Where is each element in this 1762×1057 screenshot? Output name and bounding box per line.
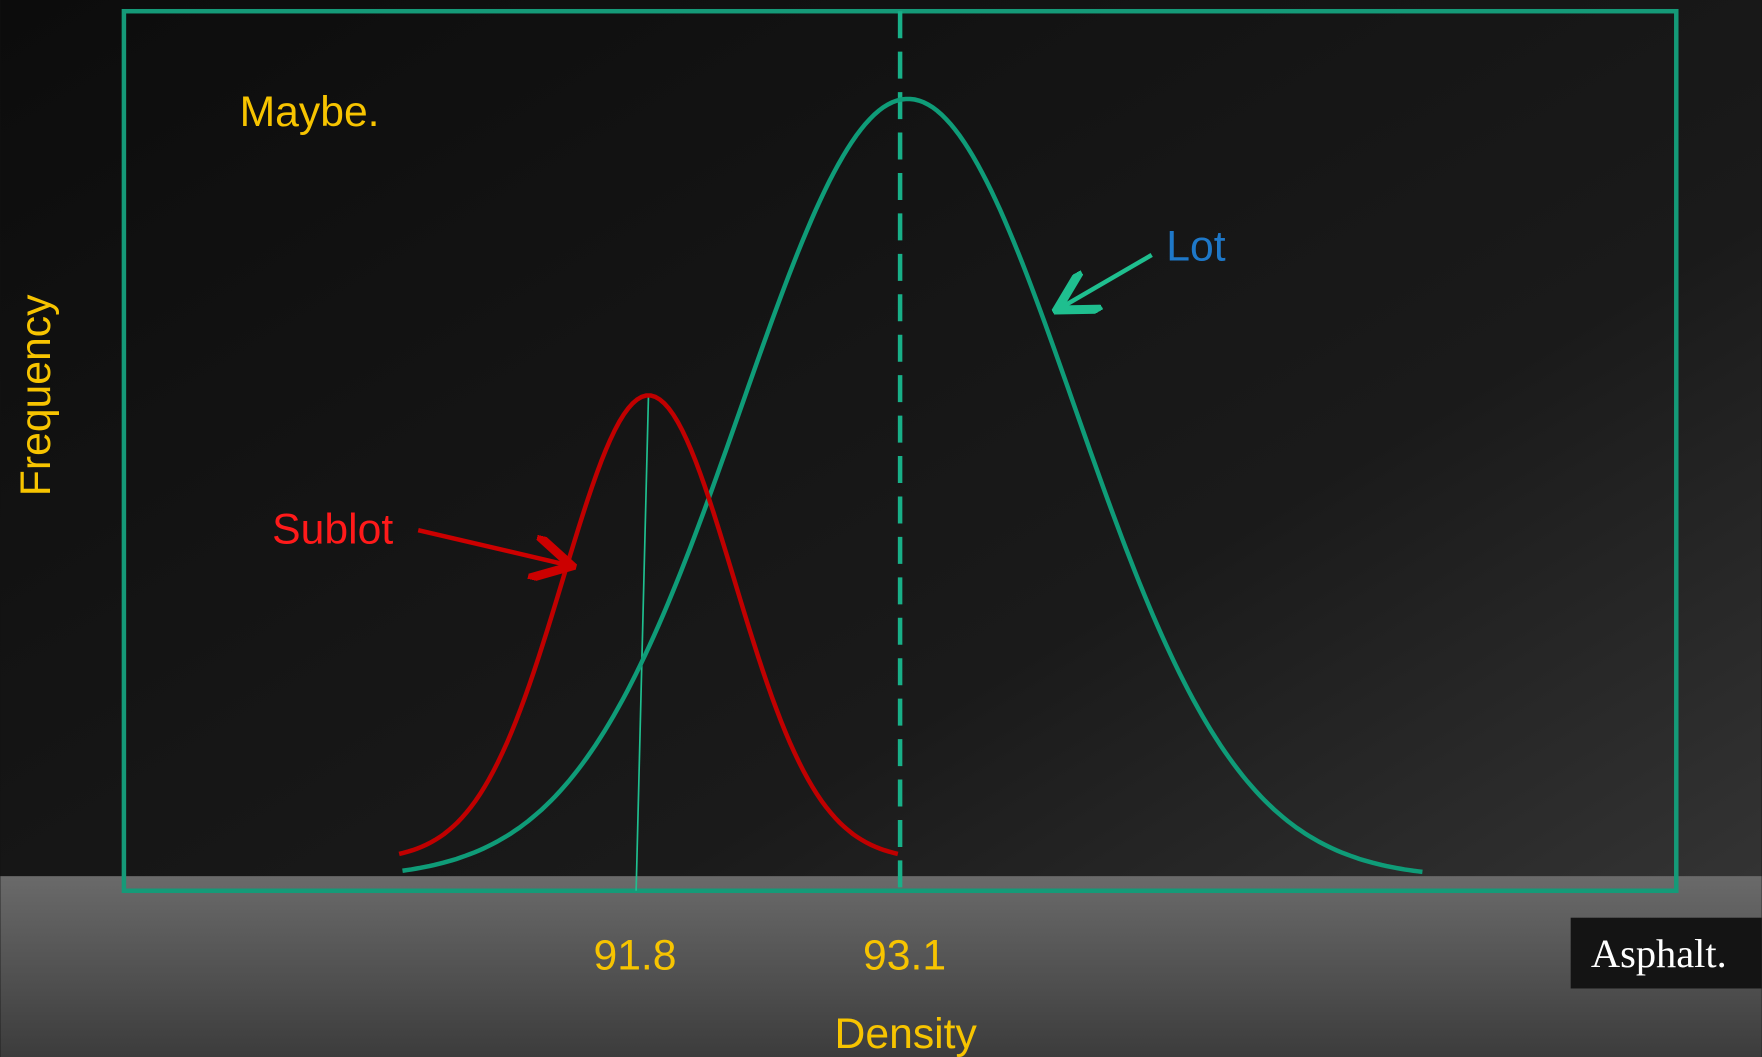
lot-label: Lot bbox=[1166, 223, 1225, 271]
x-axis-label: Density bbox=[835, 1010, 978, 1057]
marker-label: 93.1 bbox=[863, 931, 946, 979]
sublot-curve bbox=[398, 393, 899, 857]
marker-label: 91.8 bbox=[593, 931, 676, 979]
y-axis-label: Frequency bbox=[12, 294, 60, 496]
brand-box bbox=[1570, 917, 1762, 989]
ground-strip bbox=[0, 876, 1762, 1057]
brand: Asphalt. bbox=[1591, 931, 1727, 976]
sublot-mean-line bbox=[635, 395, 650, 891]
sublot-label: Sublot bbox=[272, 506, 393, 554]
lot-arrow bbox=[1061, 253, 1153, 308]
lot-curve bbox=[402, 96, 1423, 875]
note: Maybe. bbox=[240, 88, 380, 136]
sublot-arrow bbox=[417, 527, 567, 565]
